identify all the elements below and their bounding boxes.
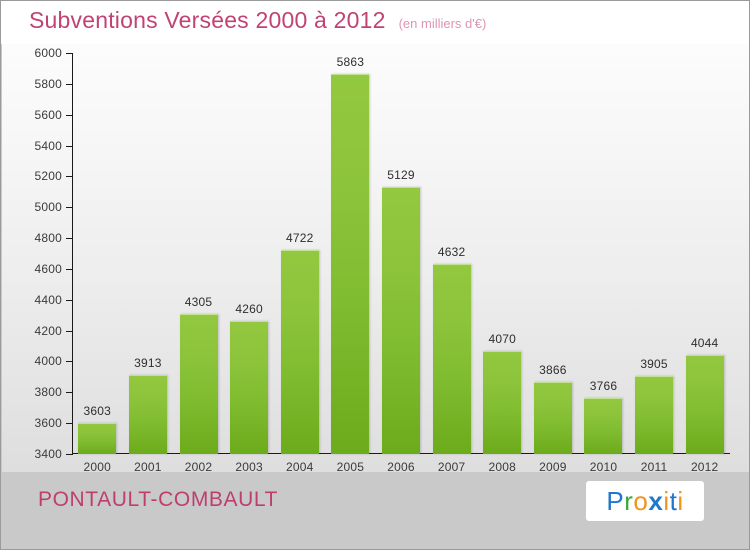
y-axis-tick-label: 4800 — [34, 231, 62, 246]
bar-value-label: 4305 — [184, 295, 213, 310]
x-axis-tick-label: 2003 — [235, 460, 263, 474]
bar-highlight — [331, 74, 370, 76]
bar[interactable] — [179, 314, 218, 454]
y-axis-tick-label: 3600 — [34, 416, 62, 431]
logo-letter: t — [669, 486, 678, 516]
bar[interactable] — [331, 74, 370, 454]
y-axis-tick-label: 4200 — [34, 323, 62, 338]
bar[interactable] — [128, 374, 167, 454]
x-axis-tick-label: 2012 — [690, 460, 719, 474]
y-axis-tick — [66, 299, 73, 301]
y-axis-tick-label: 4000 — [34, 354, 62, 369]
x-axis-tick-label: 2007 — [437, 460, 466, 474]
bar-value-label: 5129 — [387, 168, 415, 183]
bar[interactable] — [382, 187, 420, 454]
bar-value-label: 3866 — [539, 363, 567, 378]
x-axis-tick-label: 2010 — [589, 460, 618, 474]
bar[interactable] — [584, 397, 623, 454]
commune-name: PONTAULT-COMBAULT — [38, 488, 279, 511]
y-axis-tick-label: 5200 — [34, 169, 62, 184]
logo-letter: o — [633, 486, 649, 516]
bar-highlight — [78, 422, 117, 424]
y-axis-tick — [66, 83, 73, 85]
y-axis-tick — [66, 114, 73, 116]
x-axis-tick-label: 2008 — [488, 460, 516, 474]
y-axis-tick — [66, 176, 73, 178]
y-axis-tick-label: 5000 — [34, 200, 62, 215]
logo-letter: i — [677, 486, 684, 516]
y-axis-tick — [66, 423, 73, 425]
bar-value-label: 5863 — [336, 55, 365, 70]
logo-letter: x — [648, 486, 664, 516]
bar[interactable] — [685, 354, 724, 454]
logo-letter: r — [624, 486, 634, 516]
y-axis-tick — [66, 238, 73, 240]
title-row: Subventions Versées 2000 à 2012 (en mill… — [29, 7, 486, 34]
y-axis-tick — [66, 53, 73, 54]
bar-highlight — [483, 350, 522, 352]
bar[interactable] — [533, 382, 572, 454]
bar-highlight — [584, 397, 623, 399]
x-axis-tick-label: 2005 — [336, 460, 365, 474]
x-axis-tick-label: 2002 — [184, 460, 213, 474]
bar-value-label: 4632 — [437, 244, 466, 259]
bar-value-label: 4260 — [235, 302, 263, 317]
y-axis-tick-label: 4600 — [34, 261, 62, 276]
y-axis-line — [72, 53, 73, 454]
page-title: Subventions Versées 2000 à 2012 — [29, 7, 386, 33]
y-axis-tick-label: 6000 — [34, 46, 62, 60]
plot-frame: 3400 3600 3800 4000 4200 4400 4600 4800 5000 5200… — [2, 44, 749, 474]
bar-value-label: 3905 — [640, 357, 668, 372]
x-axis-tick-label: 2009 — [539, 460, 567, 474]
x-axis-tick-label: 2001 — [134, 460, 162, 474]
bar-highlight — [635, 376, 674, 378]
y-axis-tick-label: 5600 — [34, 107, 62, 122]
bar-highlight — [128, 374, 167, 376]
x-axis-tick-label: 2004 — [286, 460, 314, 474]
bar-highlight — [230, 321, 269, 323]
y-axis-tick — [66, 145, 73, 147]
logo-letter: P — [606, 486, 625, 516]
y-axis-tick — [66, 392, 73, 394]
bar-highlight — [382, 187, 420, 189]
logo-letter: i — [663, 486, 670, 516]
x-axis-tick-label: 2000 — [83, 460, 112, 474]
bar[interactable] — [432, 263, 471, 454]
y-axis-tick-label: 5400 — [34, 138, 62, 153]
bar-value-label: 3603 — [83, 403, 112, 418]
y-axis-tick-label: 3800 — [34, 385, 62, 400]
x-axis-tick-label: 2011 — [640, 460, 668, 474]
bar[interactable] — [280, 250, 319, 454]
bar[interactable] — [78, 422, 117, 454]
bar-value-label: 4722 — [286, 231, 314, 246]
y-axis-tick — [66, 454, 73, 455]
bar[interactable] — [635, 376, 674, 454]
bar[interactable] — [483, 350, 522, 454]
bar-value-label: 3913 — [134, 355, 162, 370]
y-axis-tick — [66, 330, 73, 332]
y-axis-tick — [66, 361, 73, 363]
bar-highlight — [280, 250, 319, 252]
bar-value-label: 4070 — [488, 331, 516, 346]
y-axis-tick-label: 3400 — [34, 447, 62, 461]
chart-subtitle-units: (en milliers d'€) — [398, 16, 487, 31]
y-axis-tick — [66, 207, 73, 209]
bar-highlight — [179, 314, 218, 316]
y-axis-tick-label: 5800 — [34, 76, 62, 91]
y-axis-tick — [66, 268, 73, 270]
x-axis-tick-label: 2006 — [387, 460, 415, 474]
bar-highlight — [432, 263, 471, 265]
bar-highlight — [533, 382, 572, 384]
bar-value-label: 4044 — [690, 335, 719, 350]
bar-value-label: 3766 — [589, 378, 618, 393]
bar[interactable] — [230, 321, 269, 454]
bar-highlight — [685, 354, 724, 356]
y-axis-tick-label: 4400 — [34, 292, 62, 307]
chart-header: Subventions Versées 2000 à 2012 (en mill… — [1, 1, 749, 44]
